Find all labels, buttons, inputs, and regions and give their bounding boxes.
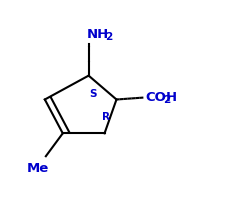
Text: H: H: [166, 91, 177, 104]
Text: R: R: [101, 112, 110, 122]
Text: 2: 2: [163, 95, 170, 105]
Text: NH: NH: [87, 28, 109, 41]
Text: Me: Me: [27, 162, 49, 175]
Text: S: S: [89, 89, 96, 99]
Text: CO: CO: [145, 91, 166, 104]
Text: 2: 2: [106, 32, 113, 42]
